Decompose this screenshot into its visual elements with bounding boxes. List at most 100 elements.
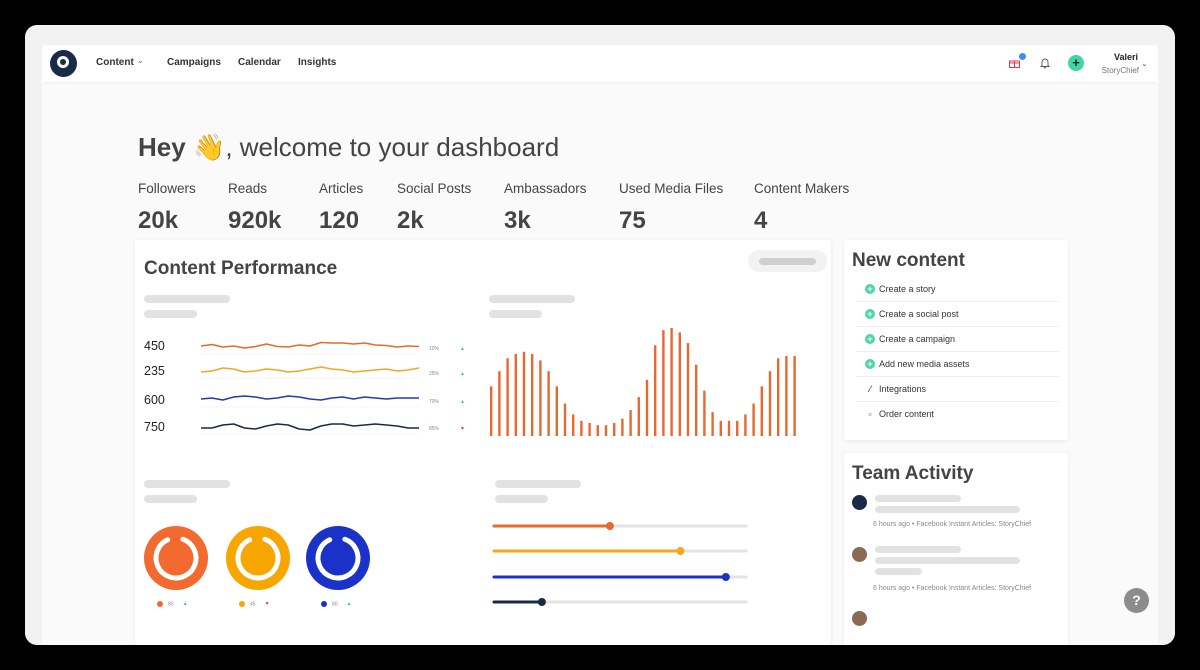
ring-legend: 45 ▼ [239,601,270,607]
ring-legend: 80 ▲ [157,601,188,607]
line-label: 235 [144,364,165,378]
skeleton-line [875,506,1020,513]
nav-content[interactable]: Content [96,57,134,68]
user-organization[interactable]: StoryChief [1101,66,1139,75]
ring-arc [235,535,281,581]
bell-icon[interactable] [1039,57,1051,69]
avatar[interactable] [852,495,867,510]
stat-reads: Reads 920k [228,181,281,235]
user-name[interactable]: Valeri [1113,52,1138,62]
action-label: Order content [879,409,935,419]
plus-circle-icon: + [865,309,875,319]
top-navigation: Content ⌄ Campaigns Calendar Insights + … [42,45,1158,82]
bar [752,403,755,436]
action-label: Integrations [879,384,927,394]
create-story-action[interactable]: + Create a story [856,277,1059,302]
legend-dot [321,601,327,607]
bar [678,332,681,436]
stat-value: 3k [504,207,531,234]
ring-disc [144,526,208,590]
integrations-action[interactable]: ⁄ Integrations [856,377,1059,402]
period-toggle[interactable] [748,250,827,272]
nav-campaigns[interactable]: Campaigns [167,57,221,68]
action-label: Create a story [879,284,936,294]
stat-value: 4 [754,207,768,234]
card-title: New content [852,250,965,271]
help-button[interactable]: ? [1124,588,1149,613]
bar [686,343,690,436]
create-campaign-action[interactable]: + Create a campaign [856,327,1059,352]
bar [604,425,608,436]
stat-used-media-files: Used Media Files 75 [619,181,723,235]
plus-circle-icon: + [865,359,875,369]
bar [654,345,657,436]
ring-value: 45 [250,601,256,608]
add-media-assets-action[interactable]: + Add new media assets [856,352,1059,377]
document-icon: ▫ [868,409,872,419]
team-activity-card: Team Activity 6 hours ago • Facebook Ins… [844,453,1068,645]
ring-legend: 80 ▲ [321,601,352,607]
gift-icon[interactable] [1009,58,1020,68]
performance-sliders [492,522,748,606]
card-title: Content Performance [144,258,338,279]
legend-dot [239,601,245,607]
avatar[interactable] [852,547,867,562]
slider-handle [605,522,614,530]
bar [506,358,509,436]
page-title: Hey 👋, welcome to your dashboard [138,132,559,163]
stat-label: Reads [228,181,268,196]
performance-rings [144,526,370,590]
chevron-down-icon[interactable]: ⌄ [137,56,144,65]
line-percent: 25% [429,371,440,377]
action-label: Create a social post [879,309,959,319]
notification-dot [1019,53,1026,60]
series-line [201,395,419,401]
skeleton-subtitle [144,310,197,318]
bar [736,420,739,436]
order-content-action[interactable]: ▫ Order content [856,402,1059,427]
trend-down-icon: ▼ [264,601,270,608]
wave-icon: 👋 [192,132,226,162]
plus-circle-icon: + [865,334,875,344]
action-label: Create a campaign [879,334,956,344]
activity-meta: 6 hours ago • Facebook Instant Articles:… [873,521,1032,528]
bar [588,423,591,436]
line-label: 750 [144,420,165,434]
series-line [201,366,419,373]
stat-value: 75 [619,207,646,234]
trend-up-icon: ▲ [346,601,352,608]
skeleton-title [144,295,230,303]
bar [744,414,747,436]
greeting-rest: , welcome to your dashboard [225,132,560,162]
bar [703,390,706,436]
storychief-logo-icon[interactable] [50,50,77,77]
skeleton-subtitle [144,495,197,503]
bar [695,364,698,436]
skeleton-line [875,557,1020,564]
quick-create-button[interactable]: + [1068,55,1084,71]
performance-bar-chart [490,328,796,436]
stat-value: 120 [319,207,360,234]
bar [522,351,526,436]
stat-value: 20k [138,207,179,234]
trend-up-icon: ▲ [460,371,465,377]
performance-lines-chart [201,341,419,435]
create-social-post-action[interactable]: + Create a social post [856,302,1059,327]
user-menu-chevron-icon[interactable]: ⌄ [1141,59,1148,68]
line-percent: 70% [429,399,440,405]
skeleton-title [495,480,581,488]
stat-label: Followers [138,181,196,196]
stat-social-posts: Social Posts 2k [397,181,471,235]
action-label: Add new media assets [879,359,970,369]
bar [531,353,534,436]
stat-articles: Articles 120 [319,181,363,235]
stat-followers: Followers 20k [138,181,196,235]
nav-calendar[interactable]: Calendar [238,57,281,68]
nav-insights[interactable]: Insights [298,57,337,68]
stat-label: Social Posts [397,181,472,196]
line-percent: 10% [429,346,440,352]
avatar[interactable] [852,611,867,626]
bar [645,379,649,436]
line-label: 600 [144,393,165,407]
bar [539,360,542,436]
